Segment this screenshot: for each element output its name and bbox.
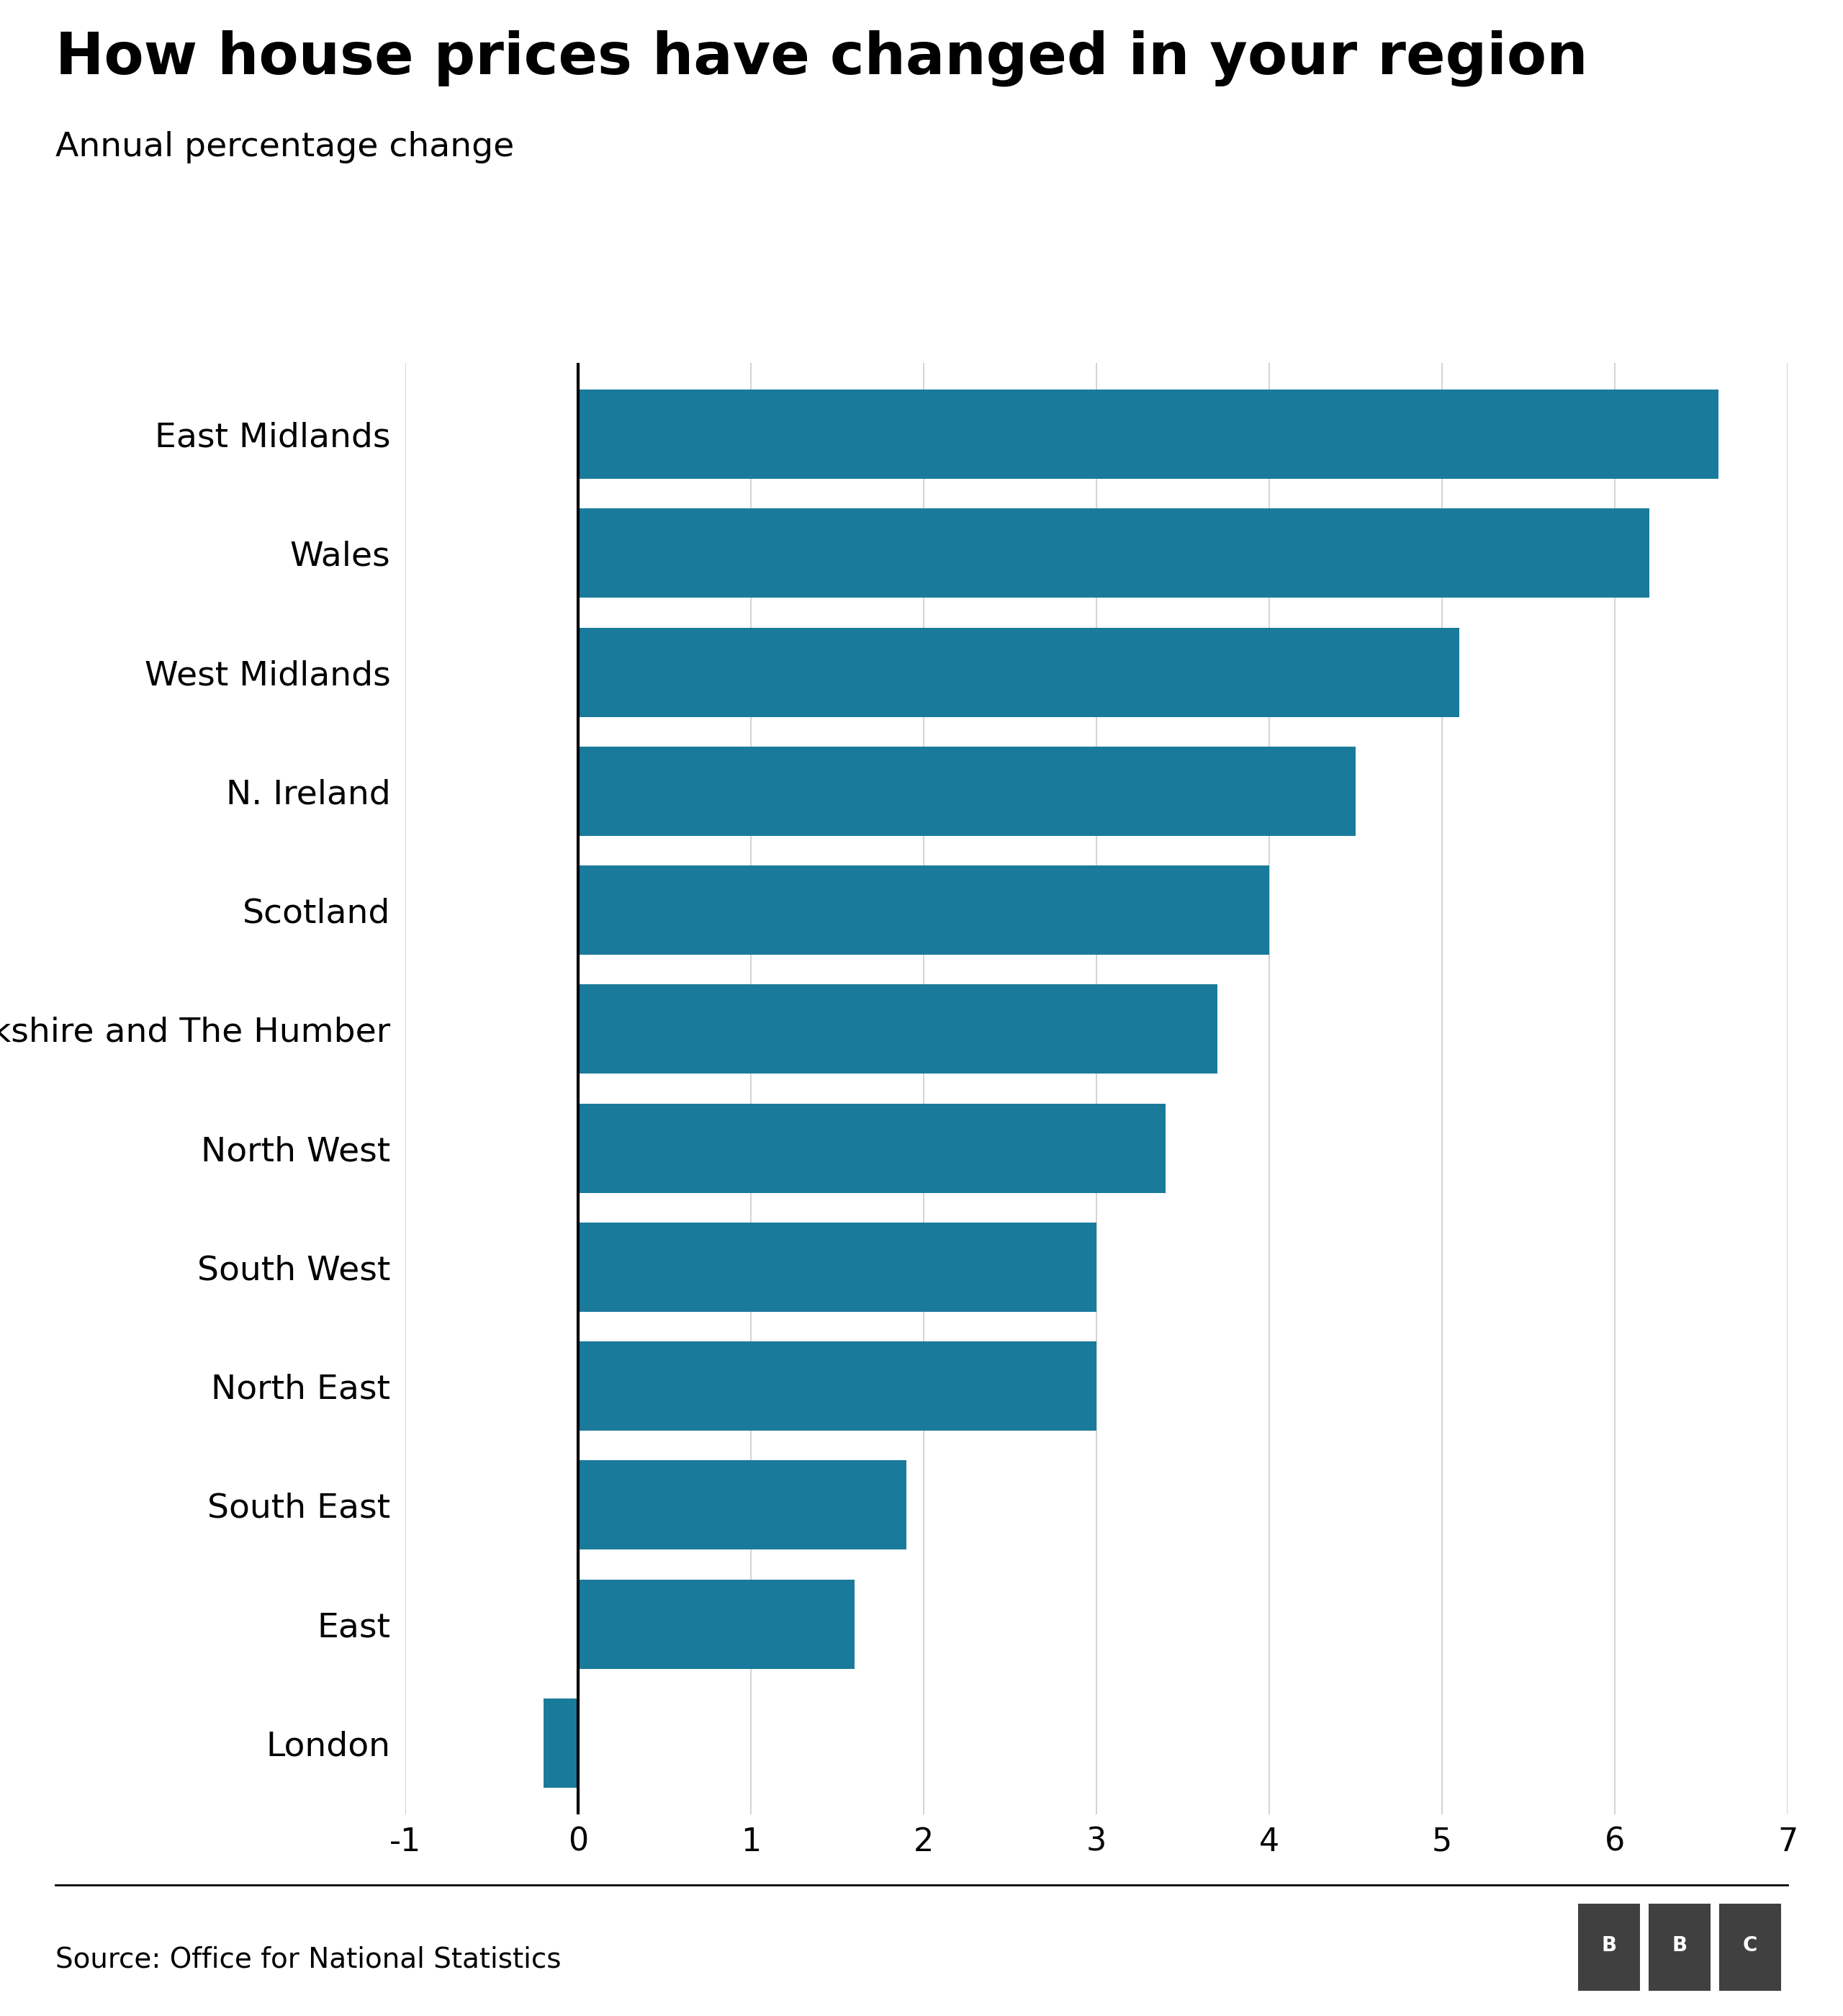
Bar <box>579 508 1649 599</box>
FancyBboxPatch shape <box>1578 1903 1640 1992</box>
FancyBboxPatch shape <box>1720 1903 1782 1992</box>
Bar <box>579 1579 855 1669</box>
Text: How house prices have changed in your region: How house prices have changed in your re… <box>55 30 1587 87</box>
Bar <box>579 1222 1097 1312</box>
FancyBboxPatch shape <box>1648 1903 1710 1992</box>
Text: B: B <box>1602 1935 1616 1956</box>
Bar <box>579 746 1356 837</box>
Text: Annual percentage change: Annual percentage change <box>55 131 514 163</box>
Text: Source: Office for National Statistics: Source: Office for National Statistics <box>55 1945 560 1974</box>
Bar <box>544 1697 579 1788</box>
Text: C: C <box>1743 1935 1758 1956</box>
Bar <box>579 389 1718 480</box>
Bar <box>579 1341 1097 1431</box>
Bar <box>579 627 1460 718</box>
Bar <box>579 1103 1165 1193</box>
Bar <box>579 984 1218 1075</box>
Text: B: B <box>1672 1935 1686 1956</box>
Bar <box>579 865 1270 956</box>
Bar <box>579 1460 907 1550</box>
